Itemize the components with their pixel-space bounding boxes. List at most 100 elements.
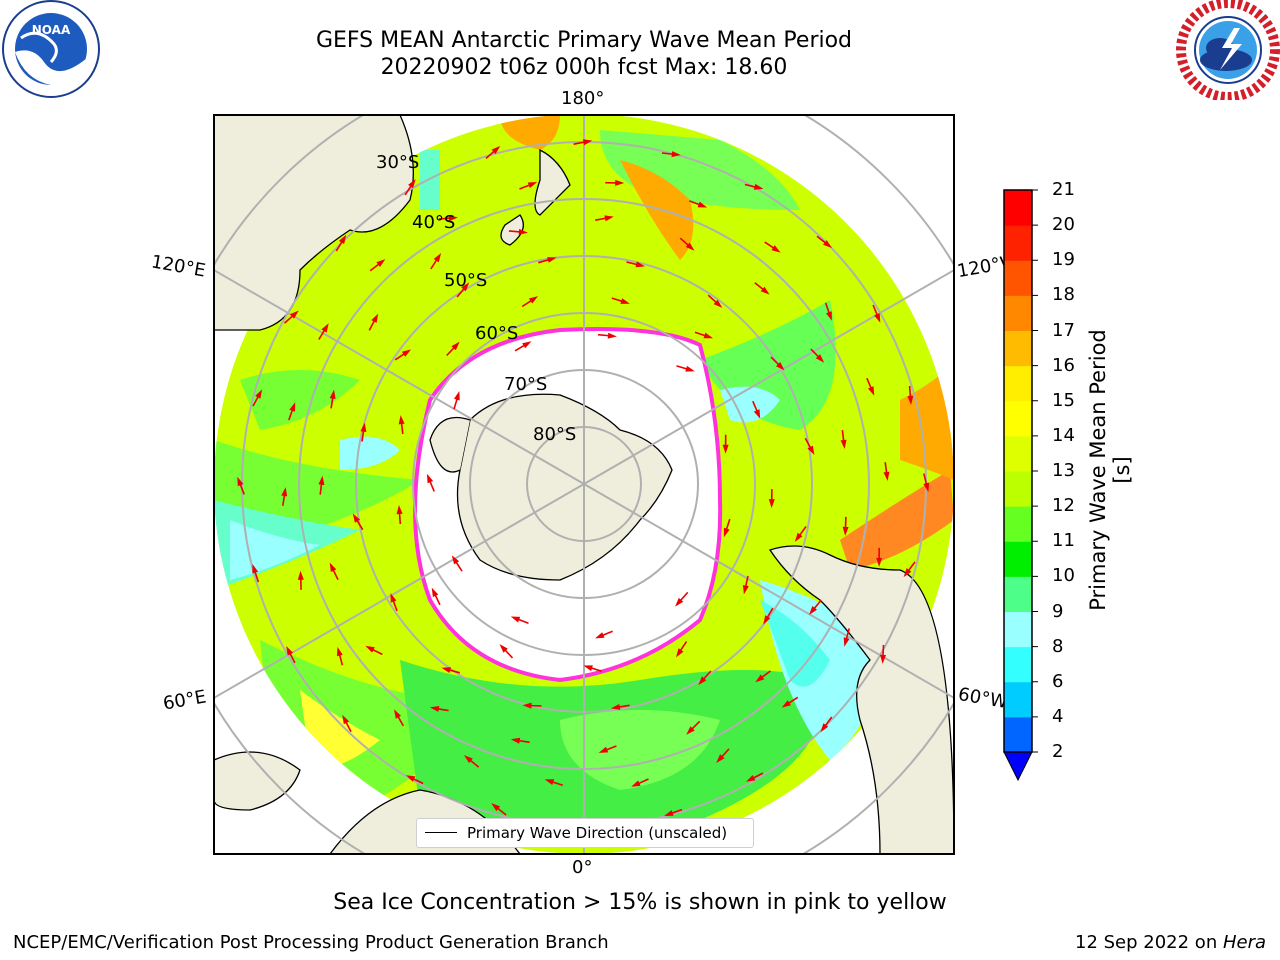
colorbar-label: Primary Wave Mean Period [s] bbox=[1086, 329, 1134, 611]
wave-arrow-head bbox=[620, 298, 630, 304]
wave-arrow-head bbox=[464, 755, 473, 764]
wave-arrow-head bbox=[713, 299, 723, 308]
wave-arrow-head bbox=[329, 562, 337, 572]
wave-arrow-head bbox=[510, 616, 521, 623]
colorbar-tick-label: 12 bbox=[1052, 495, 1075, 517]
colorbar-block bbox=[1004, 541, 1032, 577]
lat-label-50s: 50°S bbox=[444, 270, 488, 291]
wave-arrow-head bbox=[426, 473, 434, 484]
wave-arrow-head bbox=[598, 746, 609, 753]
wave-arrow-head bbox=[499, 644, 508, 653]
wave-arrow-head bbox=[840, 439, 847, 449]
wave-arrow-head bbox=[874, 313, 881, 323]
graticule bbox=[214, 115, 954, 854]
legend-line-swatch bbox=[425, 832, 457, 833]
noaa-logo: NOAA bbox=[2, 0, 100, 98]
wave-arrow-head bbox=[880, 654, 886, 664]
wave-arrow-head bbox=[371, 313, 379, 323]
colorbar-block bbox=[1004, 330, 1032, 367]
wave-arrow-head bbox=[631, 780, 641, 787]
wave-arrow-head bbox=[289, 402, 296, 412]
wave-arrow-head bbox=[342, 714, 350, 725]
wave-arrow-head bbox=[807, 445, 815, 455]
wave-arrow-head bbox=[454, 391, 460, 401]
colorbar-tick-label: 11 bbox=[1052, 530, 1075, 552]
wave-arrow-head bbox=[615, 179, 625, 186]
title-line-1: GEFS MEAN Antarctic Primary Wave Mean Pe… bbox=[315, 28, 853, 53]
colorbar-block bbox=[1004, 646, 1032, 683]
wave-arrow-head bbox=[697, 201, 708, 208]
wave-arrow-head bbox=[583, 665, 593, 672]
wave-arrow-head bbox=[290, 310, 299, 319]
wave-arrow-head bbox=[337, 646, 343, 657]
wave-arrow-head bbox=[826, 311, 832, 321]
colorbar-tick-label: 16 bbox=[1052, 354, 1075, 376]
wave-arrow-head bbox=[338, 234, 347, 244]
colorbar-block bbox=[1004, 435, 1032, 472]
wave-arrow-head bbox=[595, 632, 605, 639]
footer-date: 12 Sep 2022 on bbox=[1075, 932, 1223, 953]
wave-arrow-head bbox=[903, 568, 912, 578]
wave-arrow-head bbox=[610, 704, 621, 710]
wave-arrow-head bbox=[491, 145, 501, 155]
noaa-logo-text: NOAA bbox=[32, 23, 71, 37]
colorbar-tick-label: 2 bbox=[1052, 741, 1064, 762]
wave-arrow-head bbox=[607, 332, 617, 339]
wave-arrow-head bbox=[685, 365, 695, 372]
wave-arrow-head bbox=[321, 323, 329, 333]
colorbar-block bbox=[1004, 576, 1032, 612]
footer-right: 12 Sep 2022 on Hera bbox=[1075, 932, 1266, 953]
wave-arrow-head bbox=[582, 139, 593, 146]
colorbar-block bbox=[1004, 260, 1032, 296]
legend-label: Primary Wave Direction (unscaled) bbox=[467, 824, 728, 842]
colorbar-block bbox=[1004, 611, 1032, 648]
wave-arrow-head bbox=[396, 505, 403, 515]
colorbar-block bbox=[1004, 295, 1032, 331]
wave-arrow-head bbox=[390, 593, 397, 603]
wave-arrow-head bbox=[781, 700, 791, 708]
colorbar-tick-label: 10 bbox=[1052, 565, 1075, 587]
wave-arrow-head bbox=[431, 587, 439, 597]
wave-arrow-head bbox=[746, 775, 756, 782]
lat-label-60s: 60°S bbox=[475, 323, 519, 344]
wave-arrow-head bbox=[522, 702, 532, 709]
colorbar-block bbox=[1004, 506, 1032, 542]
colorbar-tick-label: 13 bbox=[1052, 460, 1075, 481]
colorbar-tick-label: 9 bbox=[1052, 600, 1064, 622]
colorbar-block bbox=[1004, 225, 1032, 261]
wave-arrow-head bbox=[742, 585, 749, 595]
map-legend: Primary Wave Direction (unscaled) bbox=[416, 818, 754, 848]
wave-arrow-head bbox=[360, 422, 367, 432]
wave-arrow-head bbox=[842, 526, 849, 536]
colorbar-tick-label: 20 bbox=[1052, 214, 1075, 236]
wave-arrow-head bbox=[365, 645, 375, 653]
wave-arrow-head bbox=[843, 637, 850, 647]
new-zealand bbox=[534, 148, 571, 216]
colorbar-block bbox=[1004, 190, 1032, 226]
wave-arrow-head bbox=[722, 444, 729, 454]
wave-arrow-head bbox=[329, 389, 336, 399]
wave-arrow-head bbox=[676, 648, 684, 658]
wave-arrow-head bbox=[907, 395, 914, 405]
wave-arrow-head bbox=[394, 709, 401, 719]
wave-arrow-head bbox=[823, 240, 832, 248]
colorbar-block bbox=[1004, 681, 1032, 718]
wave-arrow-head bbox=[685, 242, 695, 251]
wave-arrow-head bbox=[237, 476, 244, 487]
colorbar-tick-label: 17 bbox=[1052, 319, 1075, 341]
wave-arrow-head bbox=[635, 261, 645, 268]
lat-label-30s: 30°S bbox=[376, 152, 420, 173]
wave-arrow-head bbox=[318, 475, 325, 486]
wave-arrow-head bbox=[429, 706, 440, 712]
title-line-2: 20220902 t06z 000h fcst Max: 18.60 bbox=[380, 55, 788, 80]
colorbar bbox=[1003, 189, 1038, 782]
wave-arrow-head bbox=[698, 676, 707, 686]
australia bbox=[214, 115, 414, 331]
wave-arrow-head bbox=[768, 499, 775, 509]
wave-arrow-head bbox=[510, 737, 521, 744]
footer-left: NCEP/EMC/Verification Post Processing Pr… bbox=[13, 932, 609, 953]
wave-arrow-head bbox=[723, 527, 730, 538]
wave-arrow-head bbox=[809, 606, 817, 615]
colorbar-tick-label: 4 bbox=[1052, 705, 1064, 727]
